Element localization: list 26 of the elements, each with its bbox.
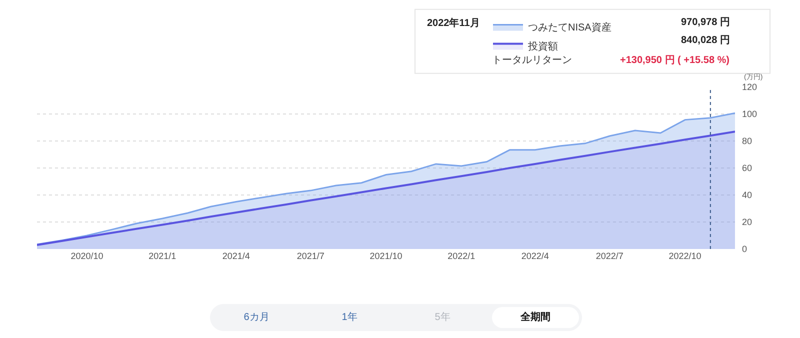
- y-tick-label: 0: [742, 244, 748, 254]
- period-button[interactable]: 1年: [306, 307, 393, 328]
- y-tick-label: 100: [742, 109, 758, 120]
- x-tick-label: 2021/7: [296, 251, 324, 261]
- x-tick-label: 2022/10: [668, 251, 702, 261]
- y-tick-label: 60: [742, 163, 752, 174]
- y-tick-label: 80: [742, 136, 752, 146]
- text: +130,950 円 ( +15.58 %): [620, 55, 730, 66]
- y-tick-label: 20: [742, 217, 752, 228]
- x-tick-label: 2021/4: [222, 251, 250, 261]
- x-tick-label: 2022/7: [596, 251, 624, 261]
- period-button[interactable]: 全期間: [492, 307, 579, 328]
- x-tick-label: 2021/1: [148, 251, 176, 261]
- text: 970,978 円: [681, 17, 730, 28]
- legend-label: 投資額: [527, 40, 558, 53]
- y-tick-label: 120: [742, 82, 758, 92]
- x-tick-label: 2020/10: [70, 251, 104, 261]
- legend-label: つみたてNISA資産: [528, 22, 612, 34]
- period-button[interactable]: 6カ月: [213, 307, 300, 328]
- text: トータルリターン: [492, 55, 572, 66]
- x-tick-label: 2022/4: [521, 251, 549, 261]
- x-tick-label: 2022/1: [448, 251, 476, 261]
- y-tick-label: 40: [742, 190, 752, 200]
- x-tick-label: 2021/10: [370, 251, 402, 261]
- text: 840,028 円: [681, 35, 730, 46]
- text: 2022年11月: [427, 17, 480, 29]
